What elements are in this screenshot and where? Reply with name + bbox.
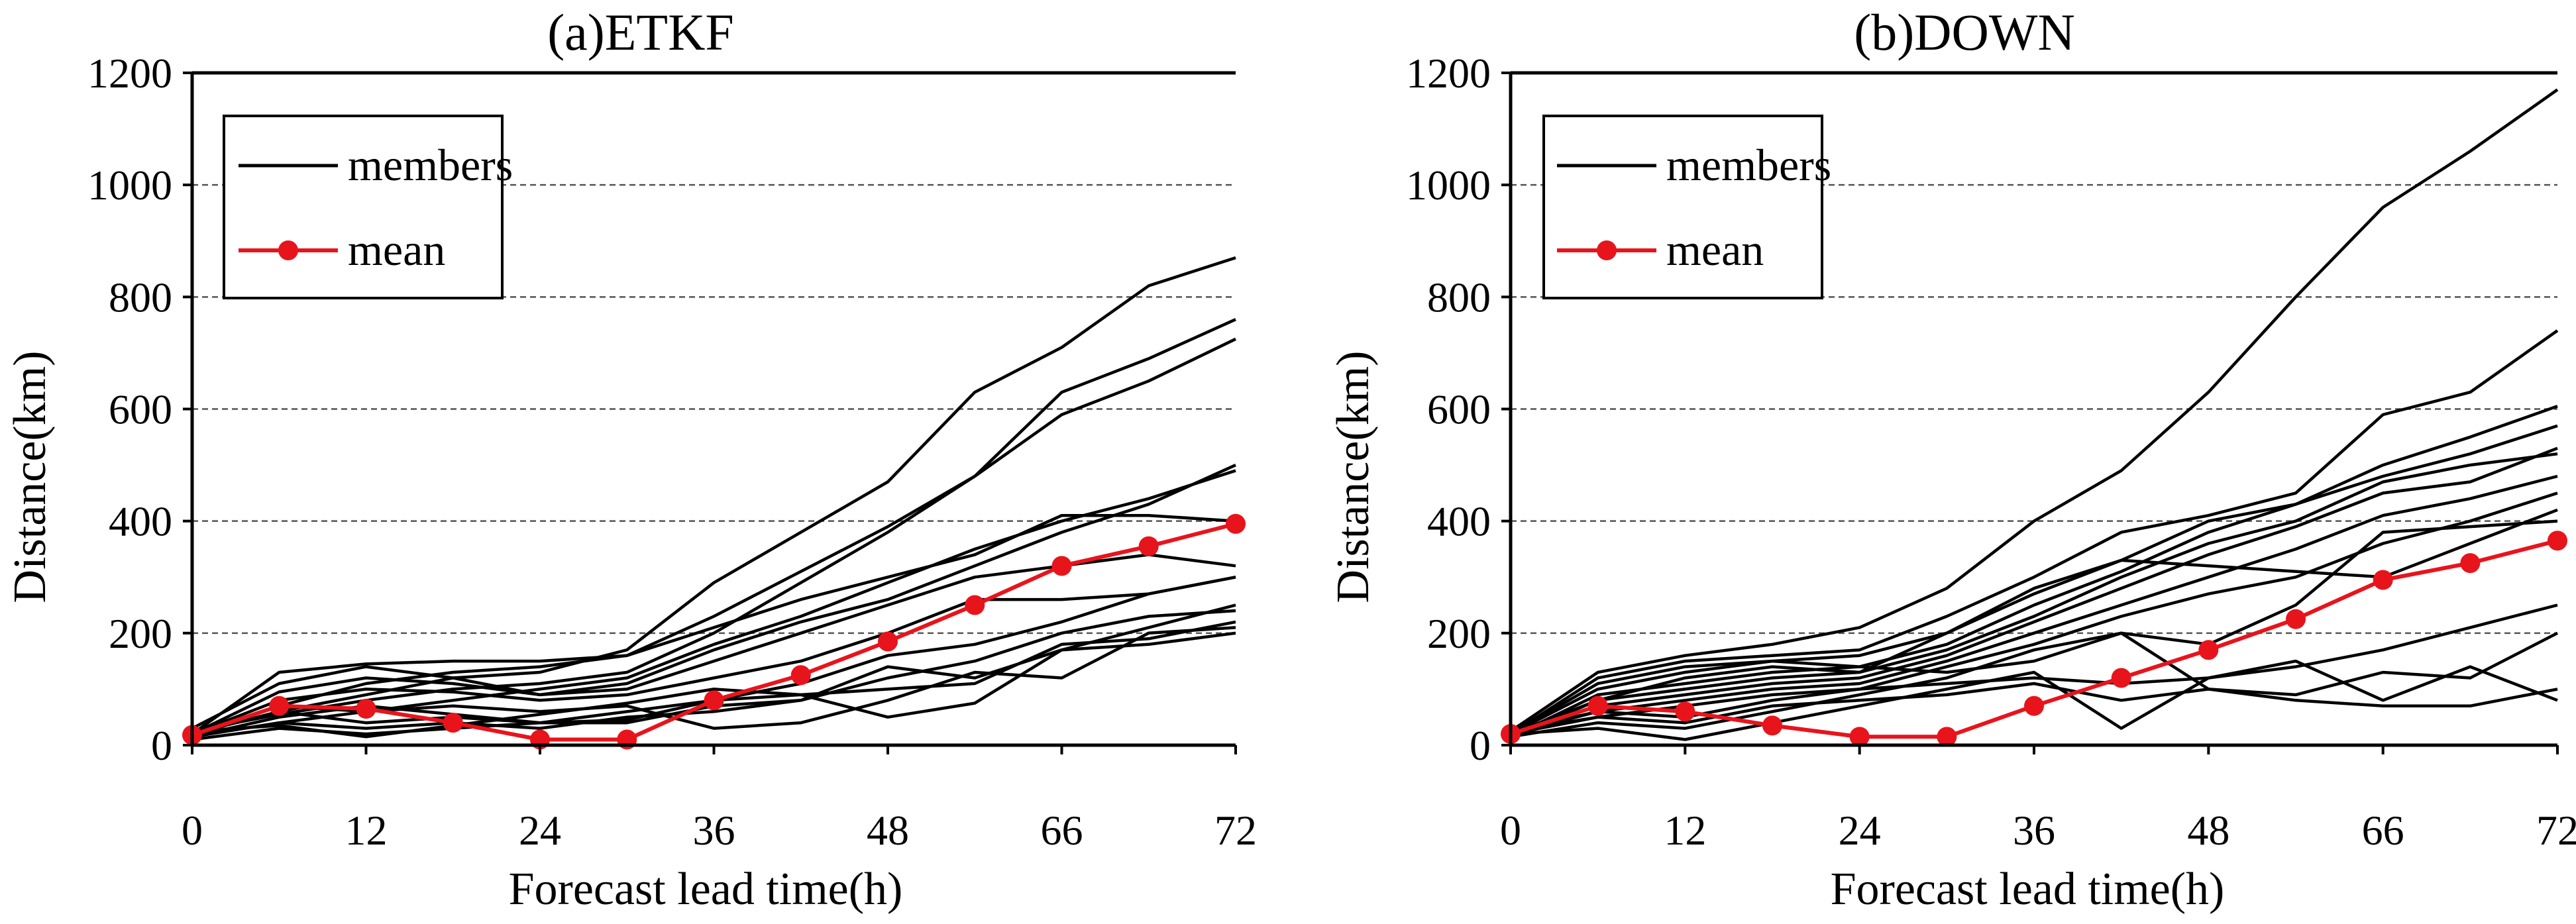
panel-b-legend-mean-marker — [1597, 240, 1617, 260]
panel-a-x-tick-label: 36 — [693, 807, 735, 854]
panel-b-y-tick-label: 1200 — [1406, 50, 1491, 97]
panel-b-x-tick-label: 48 — [2187, 807, 2229, 854]
panel-b-member-line-4 — [1510, 424, 2558, 739]
panel-b-member-line-2 — [1509, 329, 2559, 735]
panel-a-y-tick-label: 200 — [109, 610, 172, 657]
panel-b-member-line-6 — [1510, 446, 2558, 736]
panel-a-y-axis-label: Distance(km) — [5, 351, 56, 603]
panel-b-y-tick-label: 800 — [1427, 274, 1491, 321]
panel-b-x-axis-label: Forecast lead time(h) — [1831, 864, 2225, 915]
panel-b-member-line-10 — [1509, 519, 2558, 736]
panel-b-mean-point — [2024, 695, 2044, 716]
panel-b-mean-point — [1587, 695, 1608, 716]
panel-a-legend-members-label: members — [348, 140, 513, 190]
panel-b-mean — [1501, 531, 2567, 747]
panel-b-mean-point — [1675, 701, 1695, 722]
panel-a-x-tick-label: 12 — [345, 807, 388, 854]
panel-a-x-tick-label: 66 — [1041, 807, 1083, 854]
panel-a-mean-point — [965, 595, 985, 615]
panel-a-mean-point — [1226, 513, 1246, 534]
panel-a-mean-point — [704, 690, 724, 711]
panel-b-y-tick-label: 200 — [1427, 610, 1491, 657]
panel-a-member-line-13 — [191, 609, 1236, 739]
panel-a-mean-point — [878, 631, 898, 652]
panel-a-y-ticks: 0 200 400 600 800 1000 1200 — [87, 50, 192, 769]
panel-a-member-line-1 — [191, 256, 1236, 736]
panel-a-x-tick-label: 0 — [182, 807, 203, 854]
panel-b-x-tick-label: 24 — [1839, 807, 1881, 854]
panel-b-member-line-13 — [1510, 659, 2558, 741]
panel-b-y-tick-label: 1000 — [1406, 162, 1491, 209]
panel-b-x-tick-label: 12 — [1664, 807, 1706, 854]
panel-a-y-tick-label: 600 — [109, 386, 172, 433]
panel-a-mean-point — [1138, 536, 1159, 556]
panel-a-y-tick-label: 1200 — [87, 50, 172, 97]
panel-b-x-tick-label: 66 — [2362, 807, 2404, 854]
panel-a-y-tick-label: 0 — [151, 722, 172, 769]
panel-b-mean-point — [2373, 570, 2393, 590]
panel-b-x-ticks: 0 12 24 36 48 66 72 — [1500, 745, 2576, 854]
chart-panel-down: (b)DOWN 0 200 400 600 800 1000 1200 0 12 24 36 48 6… — [1328, 3, 2576, 915]
panel-b-legend: members mean — [1542, 115, 1831, 299]
panel-b-x-tick-label: 36 — [2013, 807, 2055, 854]
panel-b-legend-box — [1542, 115, 1823, 299]
panel-a-mean-point — [443, 713, 463, 733]
panel-a-x-axis-label: Forecast lead time(h) — [509, 864, 903, 915]
panel-b-legend-mean-label: mean — [1666, 225, 1764, 275]
panel-a-member-line-6 — [191, 464, 1236, 730]
panel-a-mean-point — [790, 665, 811, 686]
panel-a-mean-point — [269, 695, 290, 716]
panel-a-mean-point — [356, 699, 376, 719]
panel-a-y-tick-label: 1000 — [87, 162, 172, 209]
panel-b-member-line-14 — [1510, 631, 2559, 733]
panel-a-mean — [182, 513, 1246, 750]
panel-b-y-tick-label: 600 — [1427, 386, 1491, 433]
panel-a-x-tick-label: 24 — [519, 807, 561, 854]
panel-a-title: (a)ETKF — [547, 3, 734, 61]
panel-a-member-line-14 — [191, 620, 1236, 739]
panel-b-mean-point — [1937, 727, 1957, 747]
panel-b-mean-point — [2198, 640, 2219, 660]
panel-b-y-ticks: 0 200 400 600 800 1000 1200 — [1406, 50, 1511, 769]
panel-a-x-tick-label: 48 — [867, 807, 909, 854]
panel-b-members — [1509, 88, 2559, 741]
panel-b-x-tick-label: 72 — [2536, 807, 2576, 854]
panel-b-mean-point — [2548, 531, 2567, 551]
panel-b-x-tick-label: 0 — [1500, 807, 1521, 854]
panel-a-members — [191, 256, 1236, 741]
panel-b-y-axis-label: Distance(km) — [1328, 351, 1379, 603]
panel-b-member-line-12 — [1510, 631, 2558, 739]
panel-b-mean-point — [2460, 553, 2481, 574]
panel-a-x-tick-label: 72 — [1214, 807, 1257, 854]
panel-b-title: (b)DOWN — [1854, 3, 2075, 61]
panel-b-member-line-5 — [1510, 452, 2558, 736]
panel-a-y-tick-label: 400 — [109, 498, 172, 545]
panel-b-mean-point — [1849, 727, 1870, 747]
chart-panel-etkf: (a)ETKF 0 200 400 600 800 1000 1200 0 12 24 36 48 6… — [5, 3, 1257, 915]
panel-b-mean-point — [2111, 668, 2131, 688]
panel-a-legend-box — [223, 115, 504, 299]
panel-b-y-tick-label: 0 — [1470, 722, 1491, 769]
panel-b-y-tick-label: 400 — [1427, 498, 1491, 545]
panel-b-member-line-1 — [1509, 88, 2559, 733]
panel-b-member-line-3 — [1509, 405, 2558, 736]
panel-a-member-line-5 — [191, 513, 1236, 735]
panel-a-member-line-2 — [191, 337, 1236, 736]
panel-b-mean-point — [2286, 609, 2306, 629]
panel-a-mean-point — [1051, 556, 1072, 576]
panel-a-legend: members mean — [223, 115, 513, 299]
panel-a-legend-mean-label: mean — [348, 225, 445, 275]
panel-b-mean-point — [1762, 715, 1782, 736]
panel-a-x-ticks: 0 12 24 36 48 66 72 — [182, 745, 1257, 854]
panel-a-y-tick-label: 800 — [109, 274, 172, 321]
panel-a-legend-mean-marker — [278, 240, 298, 260]
panel-a-member-line-8 — [191, 576, 1236, 736]
panel-b-member-line-7 — [1510, 474, 2558, 733]
panel-b-legend-members-label: members — [1666, 140, 1831, 190]
